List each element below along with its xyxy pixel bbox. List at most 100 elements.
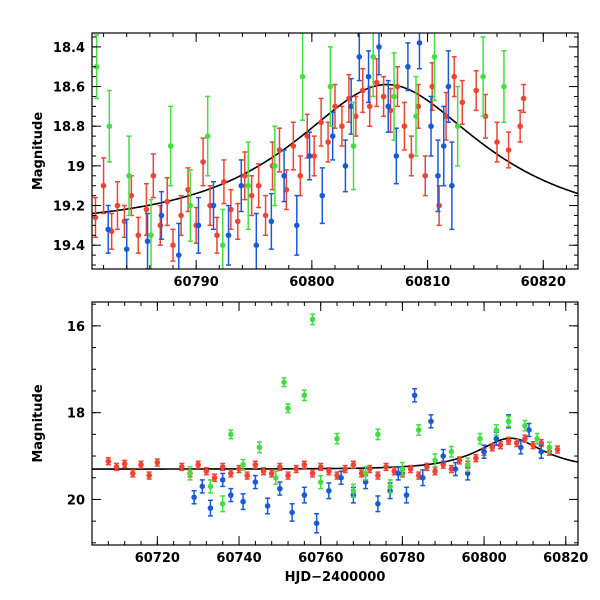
data-point [505, 131, 512, 169]
marker [293, 466, 300, 472]
data-point [313, 513, 320, 534]
data-point [443, 91, 449, 141]
data-point [481, 444, 487, 459]
data-point [435, 139, 441, 213]
marker [393, 153, 400, 159]
data-point [293, 464, 300, 474]
model-curve [92, 437, 578, 470]
data-point [375, 428, 381, 441]
marker [370, 53, 376, 60]
data-point [301, 389, 308, 402]
marker [253, 242, 260, 249]
data-point [252, 460, 259, 469]
data-point [473, 453, 479, 463]
marker [219, 500, 226, 507]
data-point [356, 33, 363, 82]
marker [365, 73, 372, 80]
data-point [199, 479, 206, 494]
data-point [454, 85, 461, 167]
marker [191, 494, 197, 501]
data-point [520, 83, 527, 114]
marker [126, 172, 132, 179]
marker [238, 182, 245, 189]
x-tick-label: 60800 [289, 275, 334, 290]
marker [221, 178, 227, 185]
marker [440, 461, 447, 468]
data-point [432, 467, 438, 476]
x-tick-label: 60820 [543, 551, 588, 566]
marker [505, 147, 512, 153]
marker [200, 159, 206, 165]
x-tick-label: 60760 [298, 551, 343, 566]
marker [534, 435, 540, 442]
data-point [290, 121, 297, 171]
marker [405, 63, 411, 70]
data-point [445, 50, 452, 123]
data-point [449, 141, 455, 231]
marker [311, 153, 317, 159]
data-point [375, 495, 381, 513]
data-point [440, 460, 447, 469]
marker [219, 242, 226, 249]
data-point [219, 472, 226, 488]
data-point [383, 462, 389, 472]
marker [435, 172, 441, 179]
marker [187, 202, 194, 209]
data-point [546, 441, 553, 454]
marker [407, 466, 414, 472]
marker [445, 83, 452, 90]
x-tick-label: 60740 [216, 551, 261, 566]
marker [309, 316, 316, 323]
marker [123, 246, 130, 252]
marker [228, 206, 234, 213]
marker [187, 470, 193, 477]
marker [319, 192, 326, 199]
marker [464, 461, 471, 468]
marker [358, 470, 365, 477]
marker [454, 123, 461, 130]
marker [268, 218, 275, 225]
marker [207, 505, 214, 511]
data-point [459, 79, 466, 125]
marker [244, 472, 250, 479]
marker [428, 418, 434, 425]
data-point [432, 453, 438, 468]
marker [272, 163, 278, 169]
data-point [252, 474, 259, 490]
marker [429, 83, 436, 90]
marker [113, 464, 120, 470]
data-point [373, 58, 380, 108]
data-point [200, 137, 206, 187]
marker [262, 212, 269, 219]
data-point [513, 438, 520, 448]
y-tick-label: 20 [67, 493, 85, 508]
data-point [338, 470, 344, 485]
marker [362, 479, 369, 485]
marker [301, 461, 308, 468]
data-point [255, 163, 262, 209]
data-point [93, 34, 100, 100]
data-point [150, 153, 157, 199]
data-point [285, 471, 291, 480]
marker [228, 470, 234, 477]
data-point [428, 414, 434, 429]
marker [326, 468, 332, 475]
data-point [401, 101, 408, 151]
marker [380, 93, 387, 100]
data-point [452, 461, 459, 477]
data-point [339, 105, 345, 147]
marker [219, 464, 226, 470]
y-tick-label: 19.4 [53, 239, 85, 254]
data-point [309, 469, 316, 478]
marker [143, 206, 150, 213]
data-point [405, 42, 411, 92]
marker [325, 139, 331, 145]
data-point [175, 222, 182, 269]
data-point [522, 419, 528, 432]
data-point [325, 121, 331, 163]
data-point [436, 184, 442, 227]
x-tick-label: 60720 [135, 551, 180, 566]
marker [493, 427, 500, 433]
marker [285, 405, 291, 412]
marker [376, 44, 382, 50]
